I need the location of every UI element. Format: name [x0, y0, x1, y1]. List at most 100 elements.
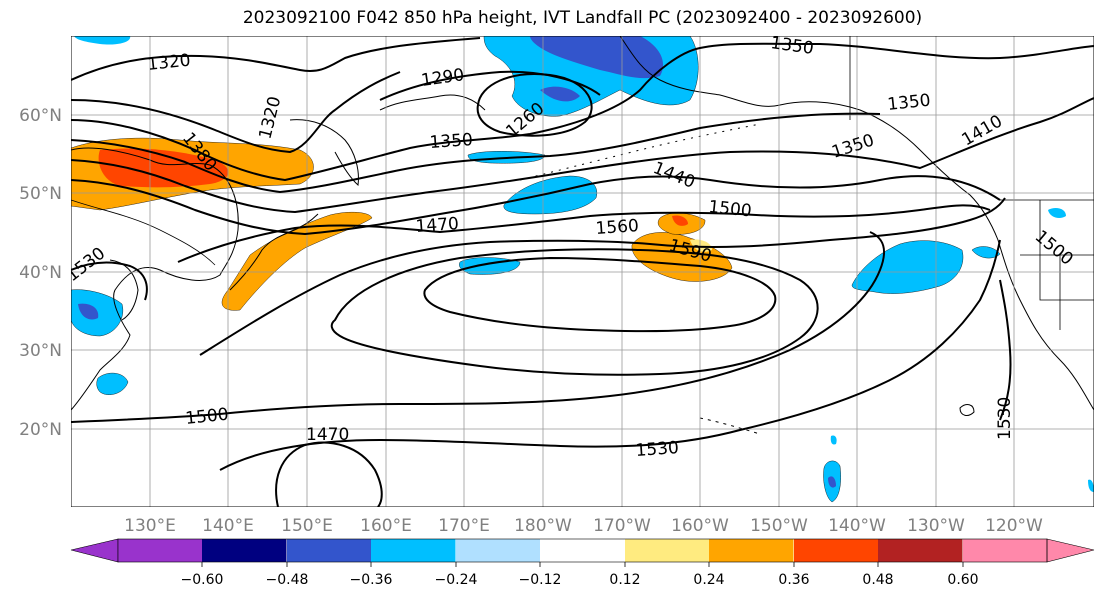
contour-1500-asia	[71, 261, 148, 301]
colorbar-segment	[625, 539, 710, 562]
colorbar-segment	[709, 539, 794, 562]
anomaly-topleft-blue	[74, 36, 131, 45]
contour-1440	[71, 175, 1001, 236]
colorbar-frame	[117, 538, 1048, 563]
colorbar-tick-label: 0.36	[778, 572, 809, 588]
map-panel: 1320 1290 1350 1320 1260 1380 1350 1350 …	[71, 33, 1094, 507]
colorbar-segment	[540, 539, 625, 562]
contour-1590	[423, 256, 777, 333]
coastline-aleutians	[519, 123, 761, 181]
latitude-labels: 60°N 50°N 40°N 30°N 20°N	[19, 106, 62, 440]
lat-label: 50°N	[19, 184, 62, 204]
anomaly-taiwan-blue	[96, 372, 129, 395]
lat-label: 40°N	[19, 263, 62, 283]
longitude-labels: 130°E 140°E 150°E 160°E 170°E 180°W 170°…	[124, 516, 1043, 536]
contour-1380	[71, 112, 881, 194]
colorbar-tick-label: −0.60	[181, 572, 224, 588]
lon-label: 130°W	[907, 516, 965, 536]
contour-1350-asia	[71, 42, 1094, 182]
contour-label: 1500	[707, 197, 752, 221]
border-states-1	[1039, 200, 1094, 301]
anomaly-pacific-yellow	[690, 239, 712, 252]
colorbar-segment	[794, 539, 879, 562]
contour-1470-south	[275, 441, 383, 507]
lon-label: 160°E	[360, 516, 412, 536]
contour-label: 1470	[306, 425, 349, 445]
contour-1260	[476, 73, 593, 137]
contour-1560	[330, 248, 819, 376]
anomaly-canada-blue	[1048, 208, 1066, 218]
anomaly-hawaii-blue-2	[830, 435, 837, 445]
contour-1470	[177, 204, 991, 263]
map-title: 2023092100 F042 850 hPa height, IVT Land…	[242, 8, 923, 28]
lon-label: 170°W	[593, 516, 651, 536]
colorbar-tick-label: 0.12	[609, 572, 640, 588]
lon-label: 140°W	[828, 516, 886, 536]
colorbar-tick-label: 0.24	[693, 572, 724, 588]
contour-1320-north	[71, 37, 481, 81]
lon-label: 170°E	[438, 516, 490, 536]
contour-label: 1350	[769, 33, 815, 59]
lon-label: 130°E	[124, 516, 176, 536]
colorbar-segment	[963, 539, 1047, 562]
contour-1410	[71, 97, 1094, 214]
contour-1500-south	[71, 231, 886, 423]
lat-label: 60°N	[19, 106, 62, 126]
colorbar-tick-label: −0.24	[435, 572, 478, 588]
contour-label: 1530	[635, 438, 680, 461]
anomaly-hawaii-dark	[828, 476, 836, 488]
lat-label: 30°N	[19, 341, 62, 361]
negative-anomaly-shading	[71, 36, 1094, 503]
lon-label: 180°W	[514, 516, 572, 536]
lon-label: 160°W	[671, 516, 729, 536]
contour-label: 1500	[184, 405, 229, 429]
lon-label: 120°W	[985, 516, 1043, 536]
colorbar-segment	[456, 539, 541, 562]
lat-label: 20°N	[19, 420, 62, 440]
contour-1500-ring	[199, 197, 1006, 356]
colorbar-segment	[878, 539, 963, 562]
coastlines	[71, 36, 1094, 435]
colorbar-tick-label: −0.36	[350, 572, 393, 588]
political-borders	[71, 36, 1094, 330]
contour-label: 1320	[146, 51, 191, 75]
colorbar-segment	[202, 539, 287, 562]
anomaly-coast-blue	[971, 246, 1001, 259]
colorbar-segment	[118, 539, 203, 562]
coastline-japan	[229, 213, 319, 291]
contour-1530-east	[999, 279, 1012, 421]
coastline-alaska	[619, 36, 1094, 411]
colorbar: −0.60 −0.48 −0.36 −0.24 −0.12 0.12 0.24 …	[70, 538, 1095, 588]
colorbar-extend-high	[1046, 538, 1095, 563]
anomaly-japan-orange	[221, 211, 373, 311]
lon-label: 150°E	[281, 516, 333, 536]
anomaly-eastpacific-blue	[851, 240, 964, 294]
contour-label: 1470	[415, 214, 460, 237]
colorbar-tick-label: 0.60	[947, 572, 978, 588]
contour-1320-mid	[71, 71, 401, 154]
contour-label: 1560	[595, 216, 640, 239]
anomaly-asia-red	[98, 148, 229, 188]
colorbar-segment	[287, 539, 372, 562]
contour-1530	[219, 239, 1001, 471]
colorbar-tick-label: −0.48	[266, 572, 309, 588]
anomaly-bering-dark-2	[540, 86, 580, 102]
contour-label: 1350	[886, 91, 931, 115]
coastline-asia	[71, 147, 239, 411]
colorbar-segment	[371, 539, 456, 562]
height-contours	[71, 37, 1094, 507]
lon-label: 150°W	[750, 516, 808, 536]
coastline-chukotka	[379, 94, 486, 111]
colorbar-tick-label: 0.48	[862, 572, 893, 588]
anomaly-aleutian-blue	[503, 175, 598, 215]
border-china	[71, 199, 216, 266]
contour-label: 1530	[995, 397, 1015, 440]
positive-anomaly-shading	[71, 137, 733, 311]
anomaly-pacific-red	[672, 215, 688, 226]
island-east-pacific	[959, 404, 975, 416]
colorbar-ticks	[201, 562, 964, 567]
contour-label: 1350	[429, 130, 474, 153]
coastline-hawaii	[699, 417, 761, 435]
colorbar-extend-low	[70, 538, 119, 563]
